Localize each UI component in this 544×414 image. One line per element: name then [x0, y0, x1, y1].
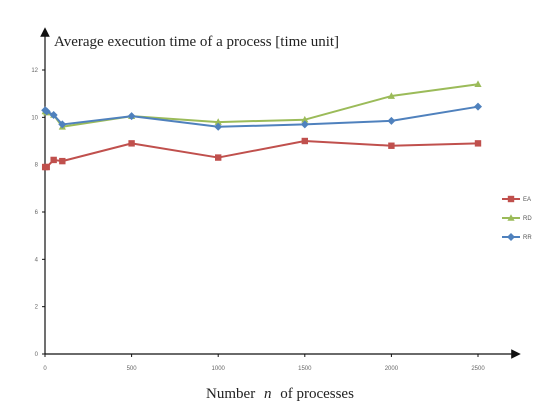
- data-point-ea: [43, 163, 50, 171]
- series-ea: [41, 137, 482, 171]
- x-tick-label: 0: [43, 366, 47, 372]
- legend-label: RD: [523, 216, 532, 222]
- series-layer: [41, 80, 482, 171]
- legend-item-rd: RD: [502, 214, 532, 222]
- y-tick-label: 10: [31, 115, 38, 121]
- y-tick-label: 4: [35, 257, 39, 263]
- x-axis-title-variable: n: [264, 386, 272, 402]
- data-point-ea: [474, 140, 482, 147]
- data-point-ea: [50, 156, 57, 164]
- legend-item-rr: RR: [502, 233, 532, 241]
- legend-swatch-marker: [507, 195, 515, 203]
- data-point-rr: [49, 110, 58, 119]
- data-point-ea: [388, 142, 395, 149]
- legend-label: EA: [523, 197, 531, 203]
- x-tick-label: 1000: [212, 366, 226, 372]
- series-line-rd: [44, 83, 479, 128]
- data-point-ea: [59, 157, 66, 165]
- data-point-ea: [301, 137, 308, 145]
- data-point-rr: [42, 107, 51, 116]
- series-rd: [41, 80, 482, 130]
- series-line-rr: [44, 105, 479, 128]
- x-axis-title-suffix: of processes: [280, 386, 354, 402]
- data-point-rr: [58, 120, 67, 129]
- data-point-rr: [474, 102, 482, 111]
- y-tick-label: 8: [35, 163, 39, 169]
- data-point-ea: [128, 140, 135, 147]
- x-tick-label: 500: [127, 366, 138, 372]
- data-point-rd: [474, 80, 482, 87]
- y-tick-label: 0: [35, 352, 39, 358]
- x-tick-label: 2000: [385, 366, 399, 372]
- y-tick-label: 6: [35, 210, 39, 216]
- legend-swatch-marker: [507, 214, 515, 221]
- y-axis-ticks: 0 2 4 6 8 10 12: [31, 68, 45, 358]
- series-line-ea: [45, 140, 479, 169]
- x-axis-ticks: 0 500 1000 1500 2000 2500: [43, 354, 485, 372]
- legend-item-ea: EA: [502, 195, 531, 203]
- data-point-rr: [300, 120, 309, 129]
- y-tick-label: 2: [35, 305, 39, 311]
- x-tick-label: 1500: [298, 366, 312, 372]
- legend: EA RD RR: [502, 195, 532, 241]
- data-point-rr: [214, 122, 223, 131]
- y-tick-label: 12: [31, 68, 38, 74]
- x-axis-title-prefix: Number: [206, 386, 255, 402]
- data-point-rd: [214, 118, 222, 125]
- x-axis-title: Number n of processes: [206, 386, 354, 402]
- legend-swatch-marker: [507, 233, 515, 241]
- y-axis-title: Average execution time of a process [tim…: [54, 34, 339, 50]
- data-point-ea: [215, 154, 222, 161]
- data-point-rd: [301, 115, 309, 123]
- series-rr: [41, 102, 482, 131]
- data-point-rr: [387, 116, 396, 125]
- legend-label: RR: [523, 235, 532, 241]
- data-point-rr: [127, 112, 136, 121]
- x-tick-label: 2500: [471, 366, 485, 372]
- data-point-rd: [387, 92, 395, 99]
